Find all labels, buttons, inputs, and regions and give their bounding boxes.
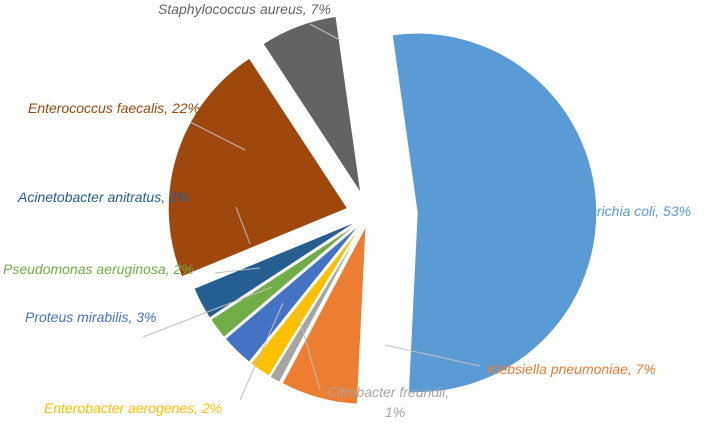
pie-slice-citrobacter-freundii — [268, 223, 365, 384]
pie-slice-enterococcus-faecalis — [167, 56, 350, 279]
pie-slice-enterobacter-aerogenes — [249, 222, 364, 378]
pie-slice-proteus-mirabilis — [223, 221, 363, 364]
pie-slice-staphylococcus-aureus — [261, 15, 363, 195]
leader-line-enterococcus-faecalis — [189, 121, 246, 151]
data-label-enterobacter-aerogenes: Enterobacter aerogenes, 2% — [44, 400, 222, 416]
leader-line-citrobacter-freundii — [296, 310, 321, 391]
data-label-escherichia-coli: Escherichia coli, 53% — [558, 203, 691, 219]
data-label-pseudomonas-aeruginosa: Pseudomonas aeruginosa, 2% — [3, 261, 194, 277]
leader-line-acinetobacter-anitratus — [235, 206, 251, 245]
pie-slice-pseudomonas-aeruginosa — [209, 220, 362, 339]
pie-slice-klebsiella-pneumoniae — [280, 224, 368, 406]
data-label-proteus-mirabilis: Proteus mirabilis, 3% — [25, 309, 157, 325]
pie-slice-escherichia-coli — [391, 32, 598, 394]
leader-line-enterobacter-aerogenes — [239, 302, 284, 401]
leader-line-klebsiella-pneumoniae — [384, 344, 481, 367]
data-label-klebsiella-pneumoniae: Klebsiella pneumoniae, 7% — [487, 361, 656, 377]
data-labels: Escherichia coli, 53% Klebsiella pneumoni… — [3, 1, 691, 420]
data-label-acinetobacter-anitratus: Acinetobacter anitratus, 3% — [17, 189, 189, 205]
leader-line-staphylococcus-aureus — [309, 23, 341, 41]
data-label-staphylococcus-aureus: Staphylococcus aureus, 7% — [158, 1, 331, 17]
data-label-enterococcus-faecalis: Enterococcus faecalis, 22% — [28, 100, 200, 116]
data-label-citrobacter-freundii: Citrobacter freundii, 1% — [327, 384, 449, 420]
leader-lines — [142, 23, 481, 401]
pie-slices — [167, 15, 598, 406]
leader-line-pseudomonas-aeruginosa — [214, 267, 261, 274]
pie-slice-acinetobacter-anitratus — [192, 218, 361, 320]
leader-line-proteus-mirabilis — [142, 286, 273, 338]
